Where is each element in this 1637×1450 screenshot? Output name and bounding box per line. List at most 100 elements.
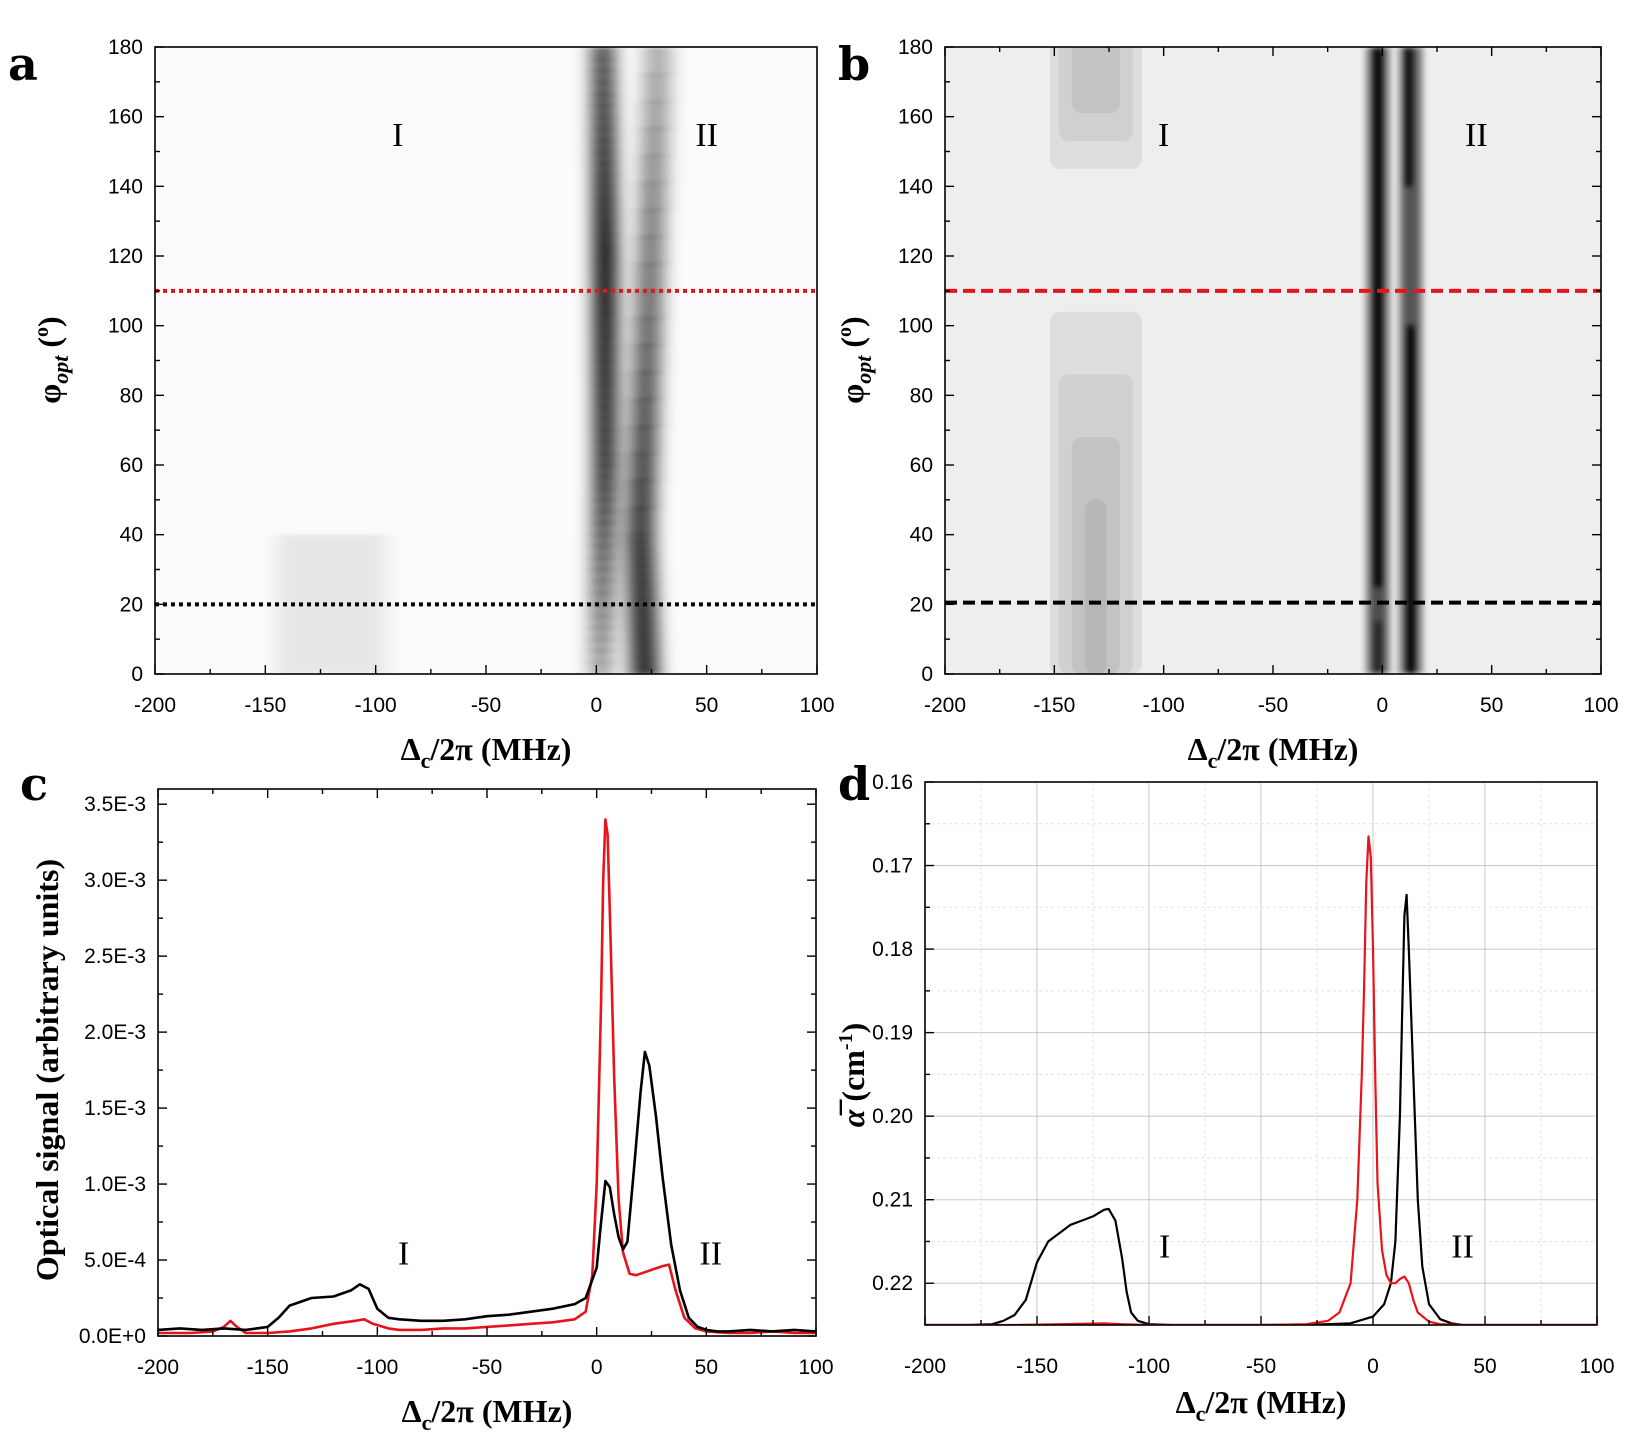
heatmap-cell [591, 569, 614, 583]
heatmap-cell [644, 47, 671, 76]
heatmap-cell [593, 174, 616, 188]
heatmap-cell [592, 105, 615, 118]
contour-band-lower [1071, 437, 1120, 674]
heatmap-cell [640, 155, 667, 184]
x-tick-label: -100 [1143, 694, 1185, 717]
plot-background [158, 789, 816, 1336]
heatmap-cell [627, 550, 655, 559]
x-axis-title-subscript: c [421, 748, 431, 773]
y-tick-label: 40 [120, 524, 143, 547]
heatmap-cell [594, 290, 617, 304]
y-axis-title: φopt (o) [834, 316, 876, 403]
y-tick-label: 160 [898, 106, 933, 129]
region-label: I [1158, 117, 1169, 154]
y-tick-label: 20 [910, 593, 933, 616]
heatmap-cell [594, 453, 617, 466]
heatmap-cell [629, 604, 657, 614]
heatmap-cell [592, 534, 615, 548]
heatmap-cell [629, 596, 656, 606]
heatmap-cell [593, 476, 616, 490]
heatmap-cell [594, 383, 617, 397]
x-tick-label: -50 [1258, 694, 1288, 717]
heatmap-cell [590, 650, 613, 664]
panel-c-line-chart: I II-200 -150 -100 -50 0 50 1000.0E+05.0E-41.0E… [20, 757, 834, 1435]
y-tick-label: 40 [910, 524, 933, 547]
x-tick-label: -100 [356, 1356, 398, 1379]
y-axis-title-unit-open: ( [834, 337, 870, 356]
heatmap-cell [590, 627, 613, 641]
heatmap-cell [631, 650, 658, 660]
x-tick-label: -200 [134, 694, 176, 717]
heatmap-cell [641, 128, 668, 157]
contour-band-lower [1058, 374, 1134, 674]
heatmap-cell [594, 314, 617, 327]
y-tick-label: 180 [898, 36, 933, 59]
contour-band-upper [1049, 47, 1142, 169]
x-axis-title-subscript: c [1208, 748, 1218, 773]
x-tick-label: -100 [1128, 1355, 1170, 1378]
heatmap-cell [591, 604, 614, 617]
heatmap-cell [592, 93, 615, 107]
y-tick-label: 80 [120, 384, 143, 407]
heatmap-cell [592, 116, 615, 130]
heatmap-cell [1374, 47, 1382, 587]
x-tick-label: 100 [799, 694, 834, 717]
heatmap-cell [639, 182, 666, 211]
x-tick-label: 50 [1480, 694, 1503, 717]
heatmap-cell [594, 244, 617, 257]
heatmap-cell [593, 186, 616, 199]
contour-band-upper [1071, 47, 1120, 114]
y-tick-label: 1.0E-3 [84, 1173, 146, 1196]
y-axis-title-superscript: o [834, 327, 856, 337]
y-tick-label: 0 [131, 663, 143, 686]
panel-letter-b: b [838, 37, 870, 91]
x-tick-label: -200 [137, 1356, 179, 1379]
y-tick-label: 0.18 [872, 938, 913, 961]
heatmap-cell [630, 643, 658, 652]
heatmap-cell [1404, 47, 1413, 187]
x-tick-label: 50 [1473, 1355, 1496, 1378]
y-axis-title-superscript: o [31, 327, 53, 337]
panel-letter-c: c [20, 757, 48, 811]
heatmap-cell [592, 70, 615, 83]
y-tick-label: 100 [108, 315, 143, 338]
heatmap-cell [594, 337, 617, 350]
heatmap-cell [594, 279, 617, 292]
y-tick-label: 1.5E-3 [84, 1097, 146, 1120]
y-tick-label: 2.5E-3 [84, 945, 146, 968]
heatmap-cells [1049, 47, 1424, 674]
heatmap-cell [630, 627, 657, 637]
heatmap-cell [630, 619, 657, 629]
heatmap-cell [638, 209, 665, 238]
heatmap-cell [591, 47, 615, 60]
heatmap-cell [593, 511, 616, 525]
heatmap-cell [637, 236, 665, 265]
y-axis-title-unit-close: ) [834, 316, 870, 327]
heatmap-cell [593, 221, 616, 234]
y-tick-label: 0.16 [872, 771, 913, 794]
heatmap-cell [593, 209, 616, 223]
x-axis-title-rest: /2π (MHz) [1216, 731, 1358, 767]
y-tick-label: 60 [120, 454, 143, 477]
heatmap-cell [594, 418, 617, 432]
region-label: II [699, 1235, 722, 1272]
heatmap-cell [590, 639, 613, 652]
x-tick-label: -100 [355, 694, 397, 717]
y-tick-label: 3.5E-3 [84, 793, 146, 816]
heatmap-cell [1374, 621, 1382, 674]
heatmap-cell [592, 58, 615, 72]
heatmap-cell [629, 453, 657, 482]
series-line-black [925, 893, 1597, 1325]
x-axis-title-subscript: c [1196, 1401, 1206, 1426]
y-tick-label: 0.19 [872, 1022, 913, 1045]
x-tick-label: -150 [1033, 694, 1075, 717]
heatmap-cell [628, 565, 655, 575]
x-tick-label: -50 [471, 694, 501, 717]
heatmap-cell [594, 395, 617, 408]
y-tick-label: 180 [108, 36, 143, 59]
x-axis-title: Δc/2π (MHz) [402, 1393, 573, 1435]
contour-band-lower [1084, 499, 1107, 674]
x-tick-label: 50 [695, 694, 718, 717]
y-tick-label: 160 [108, 106, 143, 129]
heatmap-cell [591, 581, 614, 594]
